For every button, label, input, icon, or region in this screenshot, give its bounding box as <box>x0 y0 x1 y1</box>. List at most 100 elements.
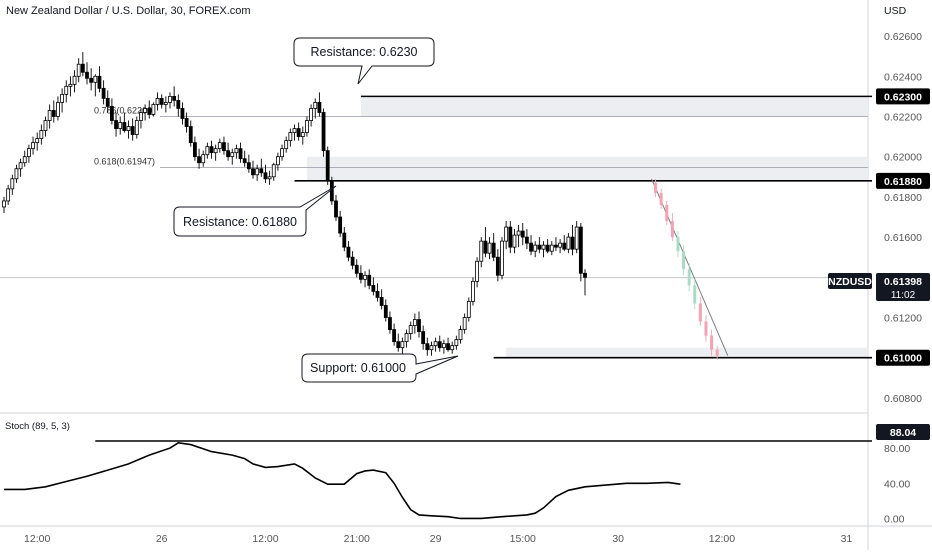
candle[interactable] <box>296 122 301 141</box>
candle[interactable] <box>126 120 131 139</box>
candle[interactable] <box>267 170 272 185</box>
candle[interactable] <box>26 144 31 163</box>
candle[interactable] <box>313 98 318 119</box>
candle[interactable] <box>134 116 139 139</box>
candle[interactable] <box>60 88 64 113</box>
candle[interactable] <box>35 132 40 151</box>
candle[interactable] <box>226 142 231 161</box>
candle[interactable] <box>130 118 135 141</box>
candle[interactable] <box>574 221 579 254</box>
candle[interactable] <box>325 146 330 185</box>
candle[interactable] <box>491 233 496 262</box>
candle[interactable] <box>105 90 110 113</box>
candle[interactable] <box>417 311 421 338</box>
candle[interactable] <box>238 142 243 163</box>
candle[interactable] <box>80 52 85 77</box>
candle[interactable] <box>533 241 538 258</box>
candle[interactable] <box>251 160 255 179</box>
candle[interactable] <box>159 94 164 109</box>
candle[interactable] <box>280 144 284 161</box>
candle[interactable] <box>263 164 268 183</box>
candle[interactable] <box>300 126 305 145</box>
candle[interactable] <box>97 66 102 93</box>
candle[interactable] <box>441 339 446 354</box>
candle[interactable] <box>562 235 567 252</box>
candle[interactable] <box>209 140 214 159</box>
candle[interactable] <box>309 104 314 127</box>
candle[interactable] <box>205 142 210 159</box>
candle[interactable] <box>412 313 417 334</box>
candle[interactable] <box>462 313 467 334</box>
candle[interactable] <box>558 239 562 254</box>
candle[interactable] <box>93 74 98 97</box>
candle[interactable] <box>184 112 189 133</box>
candle[interactable] <box>122 112 127 133</box>
candle[interactable] <box>363 271 367 288</box>
candle[interactable] <box>255 164 260 181</box>
candle[interactable] <box>516 225 521 248</box>
candle[interactable] <box>554 237 558 252</box>
candle[interactable] <box>22 150 27 167</box>
candle[interactable] <box>421 325 426 350</box>
candle[interactable] <box>520 223 525 246</box>
candle[interactable] <box>379 289 384 310</box>
candle[interactable] <box>192 136 197 161</box>
candle[interactable] <box>338 210 343 238</box>
candle[interactable] <box>68 76 73 97</box>
candle[interactable] <box>545 239 550 254</box>
candle[interactable] <box>114 112 118 137</box>
candle[interactable] <box>508 221 513 254</box>
candle[interactable] <box>541 241 546 258</box>
candle[interactable] <box>367 269 372 290</box>
candle[interactable] <box>329 176 334 205</box>
candles-layer[interactable] <box>2 52 587 356</box>
candle[interactable] <box>76 58 81 83</box>
candle[interactable] <box>292 124 297 141</box>
candle[interactable] <box>512 229 517 254</box>
candle[interactable] <box>504 221 509 250</box>
candle[interactable] <box>305 116 309 137</box>
candle[interactable] <box>6 184 11 205</box>
candle[interactable] <box>275 152 280 171</box>
candle[interactable] <box>284 136 289 153</box>
candle[interactable] <box>288 128 293 147</box>
candle[interactable] <box>549 241 554 256</box>
candle[interactable] <box>180 102 185 125</box>
candle[interactable] <box>176 94 181 117</box>
candle[interactable] <box>64 80 69 103</box>
candle[interactable] <box>466 297 471 322</box>
candle[interactable] <box>529 235 533 256</box>
candle[interactable] <box>354 259 359 278</box>
candle[interactable] <box>392 323 397 346</box>
candle[interactable] <box>56 96 60 121</box>
candle[interactable] <box>10 174 15 195</box>
candle[interactable] <box>317 92 322 117</box>
candle[interactable] <box>172 86 177 107</box>
candle[interactable] <box>371 277 376 296</box>
candle[interactable] <box>425 337 430 356</box>
candle[interactable] <box>500 237 504 280</box>
candle[interactable] <box>151 102 156 117</box>
candle[interactable] <box>479 237 484 268</box>
candle[interactable] <box>51 100 56 123</box>
candle[interactable] <box>396 333 401 352</box>
candle[interactable] <box>566 233 571 254</box>
candle[interactable] <box>375 283 380 302</box>
candle[interactable] <box>350 251 355 270</box>
candle[interactable] <box>168 92 172 109</box>
candle[interactable] <box>201 150 206 167</box>
candle[interactable] <box>583 269 587 296</box>
candle[interactable] <box>408 321 413 340</box>
candle[interactable] <box>188 120 193 147</box>
candle[interactable] <box>578 223 583 282</box>
candle[interactable] <box>47 104 52 129</box>
candle[interactable] <box>346 241 351 262</box>
candle[interactable] <box>118 116 123 135</box>
candle[interactable] <box>458 325 463 344</box>
candle[interactable] <box>429 341 434 356</box>
candle[interactable] <box>197 148 201 169</box>
candle[interactable] <box>110 98 114 125</box>
candle[interactable] <box>234 144 239 159</box>
candle[interactable] <box>89 68 94 91</box>
